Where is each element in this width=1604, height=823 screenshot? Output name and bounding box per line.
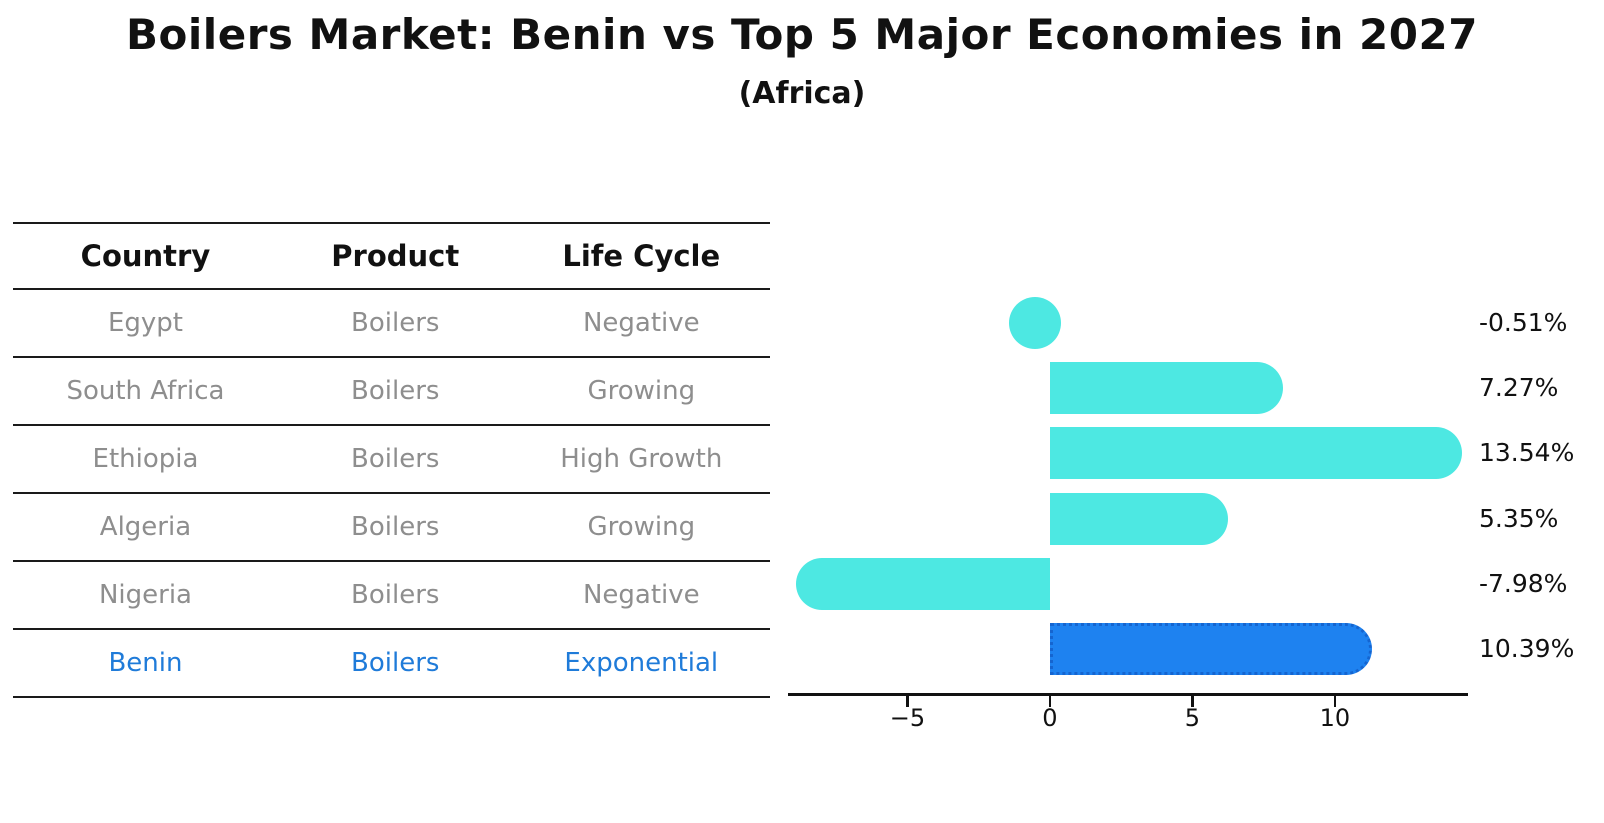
table-cell-country: Egypt (107, 308, 183, 338)
table-row-algeria: Algeria Boilers Growing (13, 494, 770, 562)
chart-title: Boilers Market: Benin vs Top 5 Major Eco… (126, 10, 1478, 59)
table-cell-product: Boilers (351, 648, 440, 678)
table-header-country: Country (80, 239, 211, 273)
x-tick-mark (1048, 695, 1052, 707)
bar-nigeria (796, 557, 1050, 610)
table-header-row: Country Product Life Cycle (13, 222, 770, 290)
bar-south-africa (1049, 362, 1284, 415)
table-header-life-cycle: Life Cycle (562, 239, 721, 273)
table-cell-product: Boilers (351, 444, 440, 474)
table-cell-life-cycle: Growing (587, 376, 696, 406)
value-label-benin: 10.39% (1479, 634, 1575, 663)
table-cell-life-cycle: Exponential (564, 648, 719, 678)
table-row-nigeria: Nigeria Boilers Negative (13, 562, 770, 630)
table-row-south-africa: South Africa Boilers Growing (13, 358, 770, 426)
x-axis-line (788, 692, 1468, 696)
table-cell-country: Ethiopia (92, 444, 199, 474)
value-label-egypt: -0.51% (1479, 308, 1568, 337)
table-row-benin: Benin Boilers Exponential (13, 630, 770, 698)
x-tick-label: −5 (889, 704, 926, 732)
table-cell-life-cycle: High Growth (560, 444, 723, 474)
x-tick-mark (906, 695, 909, 707)
table-body: Egypt Boilers Negative South Africa Boilers G… (13, 290, 770, 698)
table-cell-country: Nigeria (98, 580, 192, 610)
chart-subtitle: (Africa) (738, 76, 866, 111)
x-tick-label: 0 (1042, 704, 1058, 732)
bar-egypt (1009, 297, 1062, 349)
table-header-product: Product (331, 239, 460, 273)
table-cell-country: Benin (108, 648, 183, 678)
table-cell-country: Algeria (99, 512, 192, 542)
value-label-south-africa: 7.27% (1479, 373, 1559, 403)
x-tick-label: 5 (1184, 704, 1201, 732)
table-row-ethiopia: Ethiopia Boilers High Growth (13, 426, 770, 494)
table-row-egypt: Egypt Boilers Negative (13, 290, 770, 358)
x-tick-label: 10 (1319, 704, 1351, 732)
comparison-table: Country Product Life Cycle Egypt Boilers Neg… (13, 222, 770, 698)
table-cell-product: Boilers (351, 512, 440, 542)
table-cell-product: Boilers (351, 580, 440, 610)
value-label-ethiopia: 13.54% (1479, 438, 1575, 468)
value-label-algeria: 5.35% (1479, 503, 1559, 533)
x-tick-mark (1333, 695, 1337, 707)
bar-algeria (1049, 492, 1229, 545)
table-cell-life-cycle: Negative (582, 308, 700, 338)
value-label-nigeria: -7.98% (1479, 568, 1568, 598)
bar-ethiopia (1049, 427, 1462, 480)
table-cell-life-cycle: Negative (582, 580, 700, 610)
table-cell-product: Boilers (351, 376, 440, 406)
bar-benin (1049, 623, 1373, 675)
x-tick-mark (1191, 695, 1194, 707)
table-cell-country: South Africa (66, 376, 225, 406)
table-cell-product: Boilers (351, 308, 440, 338)
table-cell-life-cycle: Growing (587, 512, 696, 542)
